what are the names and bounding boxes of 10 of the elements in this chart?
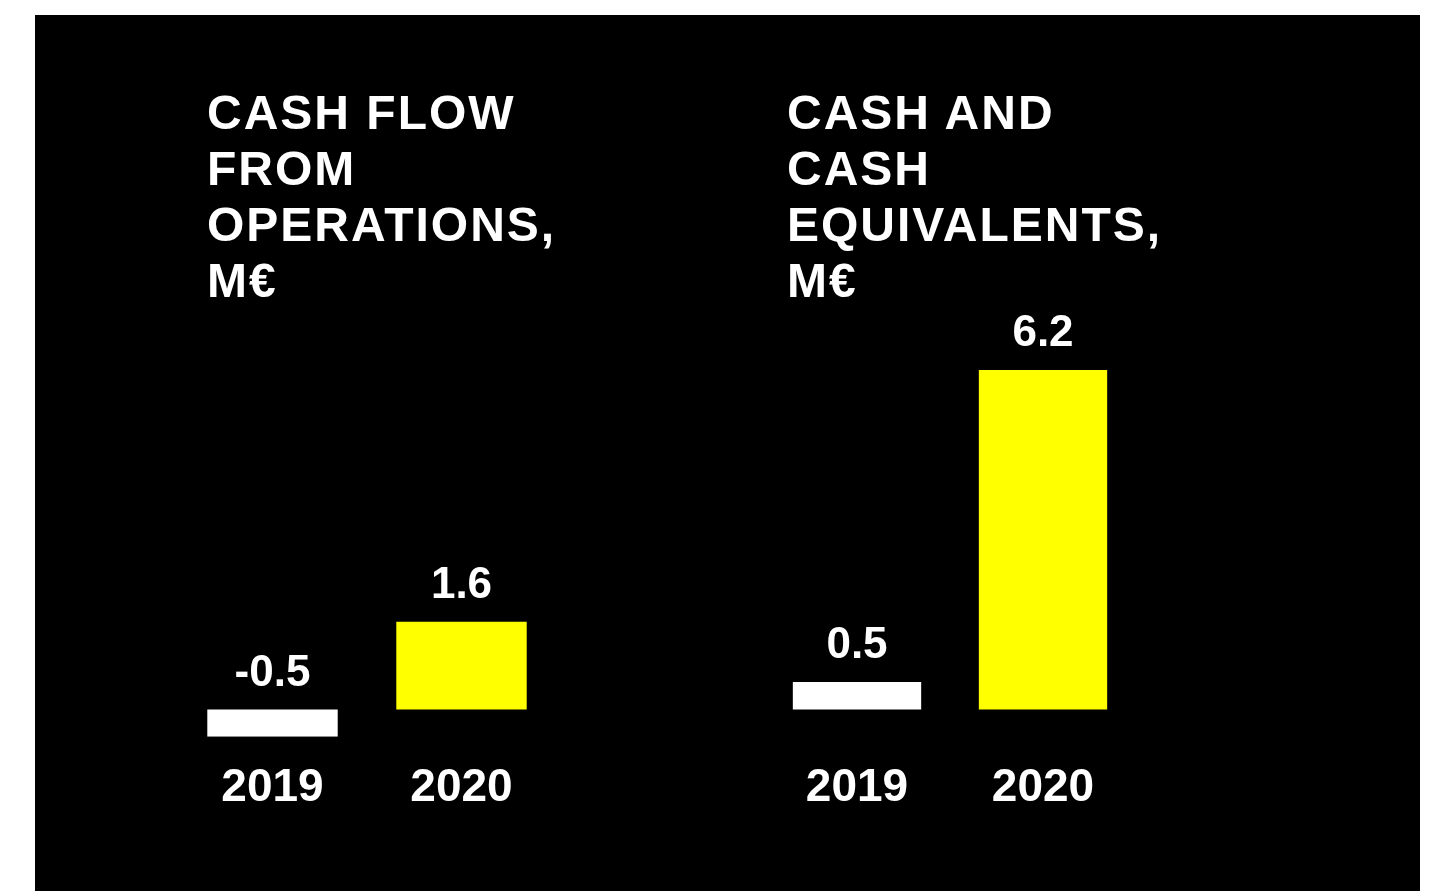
data-label: 0.5 xyxy=(826,618,888,668)
x-tick-label: 2020 xyxy=(991,759,1095,812)
chart-title: CASH FLOW FROM OPERATIONS, M€ xyxy=(207,85,558,309)
x-tick-label: 2019 xyxy=(221,759,324,812)
x-tick-label: 2019 xyxy=(805,759,909,812)
data-label: 6.2 xyxy=(1012,306,1074,356)
chart-title: CASH AND CASH EQUIVALENTS, M€ xyxy=(787,86,1163,307)
data-label: 1.6 xyxy=(430,557,493,607)
data-label: -0.5 xyxy=(234,645,311,695)
x-tick-label: 2020 xyxy=(410,759,513,812)
